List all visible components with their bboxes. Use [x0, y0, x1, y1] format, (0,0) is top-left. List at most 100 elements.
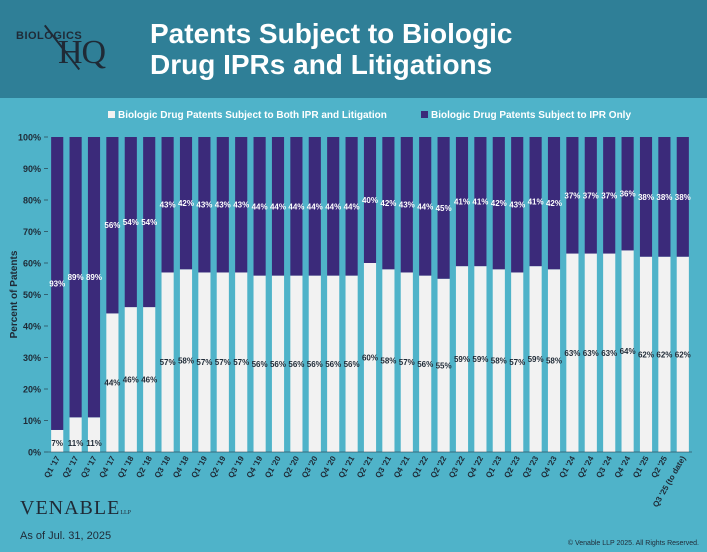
x-tick-label: Q3 '20	[300, 454, 320, 479]
bar-segment-ipr-only	[143, 137, 156, 308]
x-tick-label: Q4 '22	[465, 454, 485, 479]
x-tick-label: Q1 '19	[189, 454, 209, 479]
data-label-ipr-only: 43%	[509, 201, 525, 210]
x-tick-label: Q2 '22	[429, 454, 449, 479]
data-label-ipr-only: 42%	[178, 199, 194, 208]
x-tick-label: Q2 '19	[208, 454, 228, 479]
data-label-both: 59%	[454, 355, 470, 364]
bar-segment-both	[290, 275, 303, 452]
data-label-ipr-only: 43%	[215, 201, 231, 210]
chart-legend: Biologic Drug Patents Subject to Both IP…	[100, 110, 700, 126]
data-label-ipr-only: 42%	[491, 199, 507, 208]
bar-segment-ipr-only	[345, 137, 358, 276]
venable-brand-suffix: LLP	[120, 510, 131, 516]
x-tick-label: Q4 '23	[539, 454, 559, 479]
data-label-both: 58%	[546, 357, 562, 366]
bar-segment-ipr-only	[253, 137, 266, 276]
y-tick-label: 70%	[23, 227, 41, 237]
data-label-both: 56%	[288, 360, 304, 369]
bar-segment-ipr-only	[455, 137, 469, 267]
bar-segment-both	[179, 269, 193, 452]
data-label-both: 62%	[638, 350, 654, 359]
bar-segment-ipr-only	[584, 137, 597, 254]
data-label-ipr-only: 89%	[86, 273, 102, 282]
data-label-both: 64%	[620, 347, 636, 356]
bar-segment-both	[584, 253, 597, 452]
bar-segment-both	[124, 307, 137, 452]
data-label-both: 46%	[123, 376, 139, 385]
bar-segment-both	[143, 307, 156, 452]
y-tick-label: 40%	[23, 322, 41, 332]
data-label-ipr-only: 41%	[528, 198, 544, 207]
x-tick-label: Q3 '18	[153, 454, 173, 479]
data-label-ipr-only: 38%	[675, 193, 691, 202]
data-label-both: 62%	[656, 350, 672, 359]
data-label-ipr-only: 44%	[307, 202, 323, 211]
copyright-notice: © Venable LLP 2025. All Rights Reserved.	[567, 540, 699, 547]
bar-segment-ipr-only	[676, 137, 689, 257]
x-tick-label: Q1 '21	[337, 454, 357, 479]
data-label-both: 62%	[675, 350, 691, 359]
data-label-both: 11%	[86, 439, 102, 448]
bar-segment-ipr-only	[529, 137, 542, 267]
x-tick-label: Q1 '17	[42, 454, 62, 479]
bar-segment-both	[492, 269, 505, 452]
bar-segment-ipr-only	[566, 137, 579, 254]
bar-segment-ipr-only	[419, 137, 432, 276]
x-tick-label: Q2 '23	[502, 454, 522, 479]
bar-segment-both	[327, 275, 340, 452]
data-label-both: 56%	[417, 360, 433, 369]
data-label-both: 56%	[252, 360, 268, 369]
data-label-ipr-only: 40%	[362, 196, 378, 205]
data-label-ipr-only: 37%	[583, 191, 599, 200]
y-axis-label: Percent of Patents	[9, 250, 20, 338]
x-tick-label: Q4 '19	[245, 454, 265, 479]
bar-segment-both	[474, 266, 487, 452]
x-tick-label: Q4 '21	[392, 454, 412, 479]
bar-segment-ipr-only	[124, 137, 137, 308]
data-label-both: 57%	[215, 358, 231, 367]
bar-segment-ipr-only	[658, 137, 671, 257]
x-tick-label: Q1 '18	[116, 454, 136, 479]
bar-segment-both	[455, 266, 469, 452]
legend-item-ipr-only: Biologic Drug Patents Subject to IPR Onl…	[421, 110, 631, 121]
x-tick-label: Q4 '18	[171, 454, 191, 479]
venable-brand-text: VENABLE	[20, 497, 121, 519]
bar-segment-both	[235, 272, 248, 452]
bar-segment-ipr-only	[547, 137, 561, 270]
bar-segment-both	[382, 269, 395, 452]
x-tick-label: Q3 '23	[521, 454, 541, 479]
bar-segment-both	[51, 429, 64, 452]
data-label-both: 63%	[583, 349, 599, 358]
bar-segment-ipr-only	[161, 137, 174, 273]
data-label-both: 57%	[160, 358, 176, 367]
bar-segment-both	[198, 272, 211, 452]
x-tick-label: Q2 '24	[576, 454, 596, 479]
legend-item-both: Biologic Drug Patents Subject to Both IP…	[108, 110, 387, 121]
bar-segment-both	[437, 278, 450, 452]
data-label-ipr-only: 42%	[380, 199, 396, 208]
x-tick-label: Q2 '21	[355, 454, 375, 479]
bar-segment-ipr-only	[437, 137, 450, 279]
data-label-both: 59%	[472, 355, 488, 364]
data-label-ipr-only: 56%	[104, 221, 120, 230]
data-label-both: 57%	[399, 358, 415, 367]
bar-segment-both	[345, 275, 358, 452]
data-label-ipr-only: 54%	[123, 218, 139, 227]
venable-logo: VENABLELLP	[20, 497, 131, 520]
data-label-ipr-only: 44%	[344, 202, 360, 211]
data-label-ipr-only: 38%	[638, 193, 654, 202]
bar-segment-ipr-only	[235, 137, 248, 273]
bar-segment-ipr-only	[363, 137, 377, 263]
legend-swatch-both	[108, 110, 115, 118]
bar-segment-ipr-only	[621, 137, 634, 251]
y-tick-label: 90%	[23, 164, 41, 174]
y-tick-label: 0%	[28, 448, 41, 458]
bar-segment-ipr-only	[639, 137, 653, 257]
bar-segment-both	[419, 275, 432, 452]
data-label-ipr-only: 89%	[68, 273, 84, 282]
legend-label-both: Biologic Drug Patents Subject to Both IP…	[118, 110, 387, 121]
x-tick-label: Q1 '22	[410, 454, 430, 479]
data-label-ipr-only: 44%	[417, 202, 433, 211]
x-tick-label: Q3 '19	[226, 454, 246, 479]
